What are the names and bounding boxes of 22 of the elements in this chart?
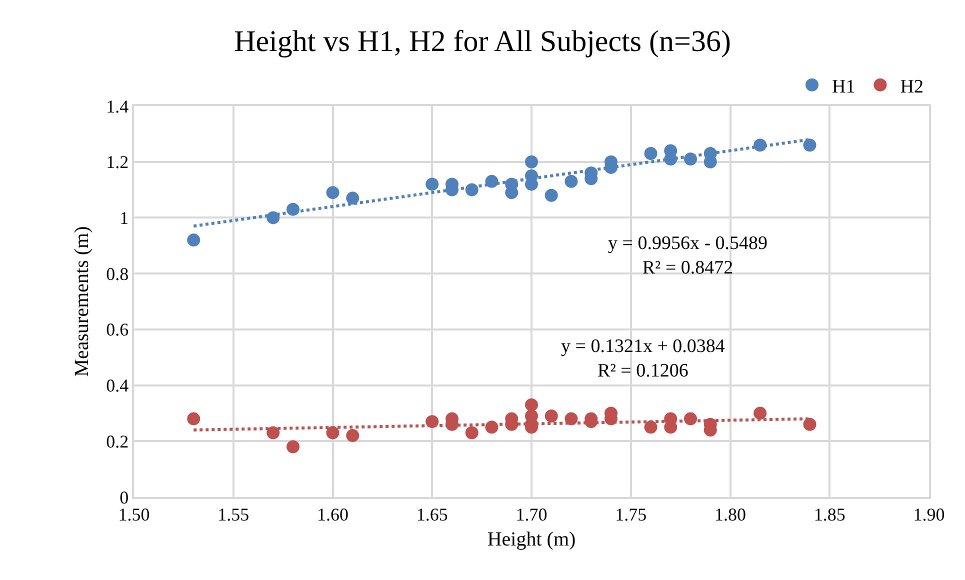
y-tick-label: 0.4 — [106, 376, 129, 396]
y-tick-label: 0.8 — [106, 264, 129, 284]
x-tick-label: 1.55 — [218, 504, 250, 524]
chart-title: Height vs H1, H2 for All Subjects (n=36) — [234, 25, 731, 58]
x-tick-label: 1.85 — [814, 504, 846, 524]
y-tick-label: 0.2 — [106, 431, 129, 452]
y-tick-label: 1 — [120, 208, 129, 228]
x-tick-label: 1.70 — [516, 504, 548, 524]
y-tick-label: 0.6 — [106, 320, 129, 340]
x-tick-label: 1.60 — [317, 504, 348, 524]
y-tick-label: 1.4 — [106, 96, 129, 116]
x-tick-label: 1.80 — [714, 504, 746, 524]
annotation: y = 0.1321x + 0.0384 R² = 0.1206 — [561, 336, 726, 382]
annotation: y = 0.9956x - 0.5489 R² = 0.8472 — [608, 233, 768, 279]
x-tick-label: 1.65 — [416, 504, 448, 524]
legend-label: H1 — [832, 76, 856, 98]
y-axis-title: Measurements (m) — [71, 226, 94, 377]
x-axis-title: Height (m) — [487, 528, 576, 550]
x-tick-label: 1.75 — [615, 504, 647, 524]
x-tick-label: 1.90 — [913, 504, 945, 524]
legend-label: H2 — [900, 76, 924, 98]
y-tick-label: 1.2 — [106, 152, 129, 172]
